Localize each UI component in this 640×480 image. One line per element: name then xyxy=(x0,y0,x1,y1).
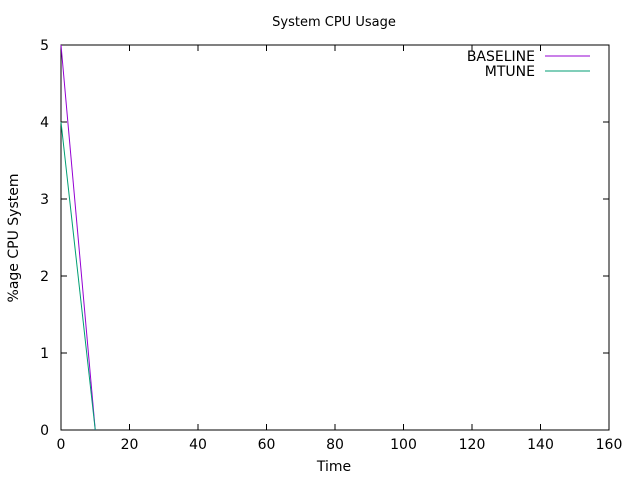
x-tick-label: 120 xyxy=(459,437,486,453)
x-tick-label: 160 xyxy=(596,437,623,453)
x-axis: 0 20 40 60 80 100 120 140 160 xyxy=(57,45,623,453)
series-lines xyxy=(60,44,96,431)
y-tick-label: 4 xyxy=(40,115,49,131)
x-tick-label: 60 xyxy=(258,437,276,453)
legend-label-mtune: MTUNE xyxy=(485,64,535,80)
series-line-mtune xyxy=(60,121,96,431)
legend-label-baseline: BASELINE xyxy=(467,49,535,65)
y-tick-label: 3 xyxy=(40,192,49,208)
x-tick-label: 40 xyxy=(189,437,207,453)
x-tick-label: 140 xyxy=(527,437,554,453)
x-tick-label: 100 xyxy=(390,437,417,453)
x-tick-label: 0 xyxy=(57,437,66,453)
y-axis: 0 1 2 3 4 5 xyxy=(40,38,609,439)
series-line-baseline xyxy=(60,44,96,431)
y-tick-label: 5 xyxy=(40,38,49,54)
y-axis-label: %age CPU System xyxy=(6,174,22,303)
y-tick-label: 2 xyxy=(40,269,49,285)
chart-title: System CPU Usage xyxy=(272,15,396,30)
y-tick-label: 1 xyxy=(40,346,49,362)
x-tick-label: 80 xyxy=(326,437,344,453)
x-axis-label: Time xyxy=(316,459,351,475)
x-tick-label: 20 xyxy=(121,437,139,453)
plot-frame xyxy=(60,44,610,431)
y-tick-label: 0 xyxy=(40,423,49,439)
